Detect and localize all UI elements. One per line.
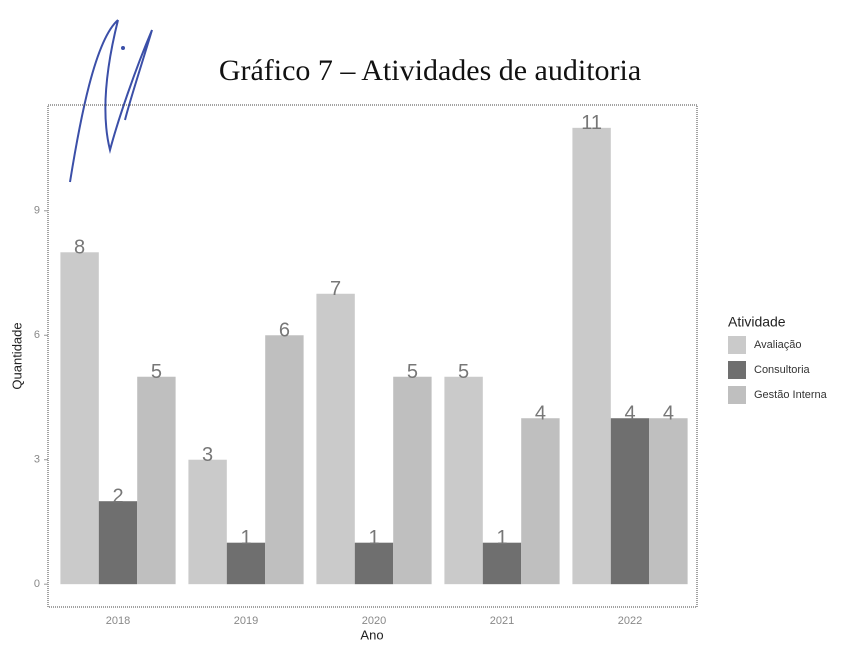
value-label: 4 [535, 403, 546, 425]
y-tick-label: 9 [34, 205, 40, 217]
bar [610, 418, 650, 585]
value-label: 1 [240, 527, 251, 549]
y-tick-label: 3 [34, 454, 40, 466]
bar [265, 335, 304, 585]
legend-title: Atividade [728, 314, 786, 330]
value-label: 2 [112, 485, 123, 507]
value-label: 4 [663, 403, 674, 425]
value-label: 11 [581, 112, 602, 134]
x-tick-label: 2019 [234, 615, 258, 627]
bar [188, 459, 227, 585]
legend-key [728, 336, 746, 354]
signature [69, 19, 153, 183]
bar [354, 542, 394, 585]
x-axis-title: Ano [360, 627, 383, 642]
panel-border [47, 104, 698, 608]
bar [482, 542, 522, 585]
legend-label: Consultoria [754, 364, 811, 376]
bar [98, 501, 138, 585]
y-tick-label: 0 [34, 578, 40, 590]
x-tick-label: 2022 [618, 615, 642, 627]
bar [137, 376, 176, 585]
value-label: 3 [202, 444, 213, 466]
value-label: 8 [74, 237, 85, 259]
y-tick-label: 6 [34, 329, 40, 341]
legend-key [728, 386, 746, 404]
bar [649, 418, 688, 585]
value-label: 4 [624, 403, 635, 425]
x-tick-label: 2021 [490, 615, 514, 627]
x-tick-label: 2018 [106, 615, 130, 627]
legend-key [728, 361, 746, 379]
legend-label: Avaliação [754, 339, 802, 351]
bar [316, 293, 355, 585]
bar [444, 376, 483, 585]
signature-dot [121, 46, 125, 50]
value-label: 5 [407, 361, 418, 383]
legend-label: Gestão Interna [754, 389, 828, 401]
value-label: 5 [151, 361, 162, 383]
x-tick-label: 2020 [362, 615, 386, 627]
y-axis-title: Quantidade [9, 322, 24, 389]
value-label: 7 [330, 278, 341, 300]
value-label: 1 [496, 527, 507, 549]
bar [521, 418, 560, 585]
bar [226, 542, 266, 585]
value-label: 5 [458, 361, 469, 383]
bar [60, 252, 99, 585]
value-label: 1 [368, 527, 379, 549]
bar [572, 127, 611, 585]
value-label: 6 [279, 320, 290, 342]
bar [393, 376, 432, 585]
chart-title: Gráfico 7 – Atividades de auditoria [219, 54, 641, 87]
